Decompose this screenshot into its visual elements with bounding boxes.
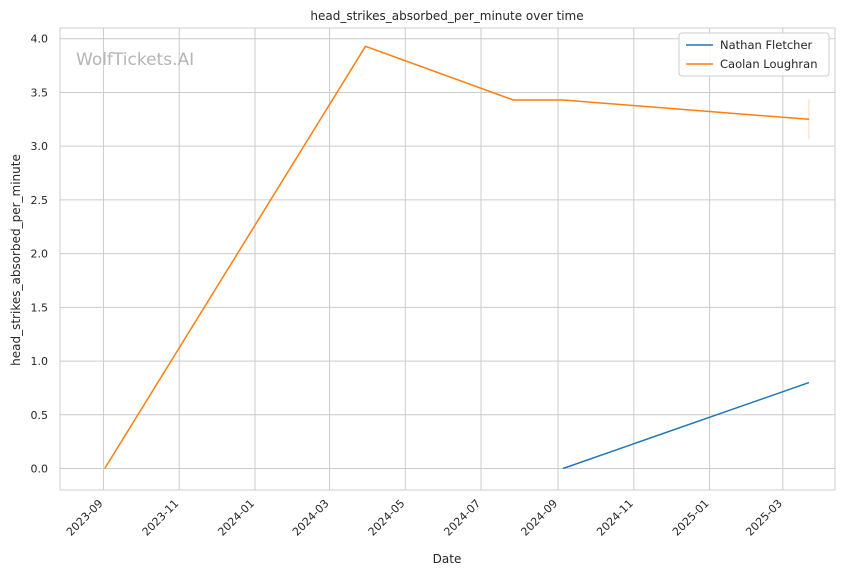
- chart-title: head_strikes_absorbed_per_minute over ti…: [310, 9, 583, 23]
- y-tick-label: 3.5: [31, 86, 49, 99]
- x-tick-label: 2024-03: [290, 497, 332, 539]
- y-tick-labels: 0.0 0.5 1.0 1.5 2.0 2.5 3.0 3.5 4.0: [31, 33, 49, 476]
- x-tick-label: 2025-03: [743, 497, 785, 539]
- x-axis-label: Date: [433, 552, 462, 566]
- x-tick-labels: 2023-09 2023-11 2024-01 2024-03 2024-05 2024-…: [64, 497, 785, 539]
- y-tick-label: 4.0: [31, 33, 49, 46]
- legend-frame: [678, 32, 830, 77]
- x-tick-label: 2024-11: [594, 497, 636, 539]
- y-tick-label: 0.0: [31, 463, 49, 476]
- legend-label-nathan-fletcher: Nathan Fletcher: [720, 38, 813, 52]
- x-tick-label: 2023-09: [64, 497, 106, 539]
- y-tick-label: 2.5: [31, 194, 49, 207]
- series-line-nathan-fletcher: [562, 381, 810, 470]
- series-line-caolan-loughran: [104, 45, 809, 469]
- x-tick-label: 2024-01: [215, 497, 257, 539]
- y-tick-label: 1.5: [31, 301, 49, 314]
- watermark: WolfTickets.AI: [76, 50, 194, 70]
- y-axis-label: head_strikes_absorbed_per_minute: [9, 154, 23, 366]
- y-tick-label: 1.0: [31, 355, 49, 368]
- series-lines: [104, 45, 810, 470]
- x-tick-label: 2024-07: [441, 497, 483, 539]
- grid-lines: [60, 28, 835, 490]
- legend: Nathan Fletcher Caolan Loughran: [678, 32, 830, 77]
- x-tick-label: 2025-01: [670, 497, 712, 539]
- plot-area: [59, 27, 836, 491]
- y-tick-label: 2.0: [31, 248, 49, 261]
- legend-label-caolan-loughran: Caolan Loughran: [720, 57, 817, 71]
- x-tick-label: 2023-11: [140, 497, 182, 539]
- x-tick-label: 2024-09: [518, 497, 560, 539]
- y-tick-label: 0.5: [31, 409, 49, 422]
- x-tick-label: 2024-05: [366, 497, 408, 539]
- y-tick-label: 3.0: [31, 140, 49, 153]
